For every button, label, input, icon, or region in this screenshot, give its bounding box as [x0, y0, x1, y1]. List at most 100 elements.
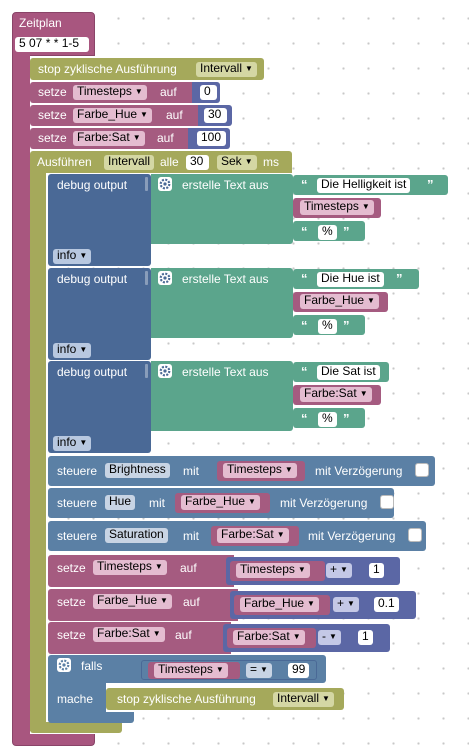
- string-field[interactable]: %: [318, 319, 337, 334]
- compare-var-dropdown[interactable]: Timesteps ▼: [154, 663, 228, 678]
- stop-target-label: Intervall: [277, 691, 320, 705]
- log-level-dropdown[interactable]: info ▼: [53, 249, 92, 264]
- auf-label: auf: [180, 561, 197, 575]
- dropdown-arrow-icon: ▼: [245, 64, 253, 73]
- value-field-hue[interactable]: 30: [204, 108, 227, 123]
- interval-label: Ausführen: [37, 155, 92, 169]
- interval-unit-dropdown[interactable]: Sek ▼: [217, 155, 257, 170]
- compare-value-field[interactable]: 99: [288, 663, 309, 678]
- dropdown-value: Farbe:Sat: [304, 386, 357, 400]
- dropdown-arrow-icon: ▼: [134, 87, 143, 96]
- dropdown-arrow-icon: ▼: [260, 665, 268, 674]
- delay-checkbox[interactable]: [415, 463, 429, 477]
- gear-icon[interactable]: [158, 177, 172, 191]
- control-target[interactable]: Saturation: [105, 528, 168, 543]
- dropdown-value: Timesteps: [97, 559, 152, 573]
- setze-label: setze: [38, 131, 67, 145]
- ms-label: ms: [263, 155, 279, 169]
- increment-field[interactable]: 0.1: [374, 597, 399, 612]
- operator-dropdown[interactable]: - ▼: [318, 630, 341, 645]
- interval-value-field[interactable]: 30: [186, 155, 209, 170]
- quote-close-icon: ”: [343, 224, 350, 239]
- gear-icon[interactable]: [158, 364, 172, 378]
- control-target[interactable]: Hue: [105, 495, 136, 510]
- interval-arm: [30, 171, 46, 731]
- auf-label: auf: [160, 85, 177, 99]
- quote-open-icon: “: [301, 318, 308, 333]
- log-level-dropdown[interactable]: info ▼: [53, 343, 92, 358]
- dropdown-value: Farbe:Sat: [221, 527, 274, 541]
- operator-dropdown[interactable]: + ▼: [333, 597, 359, 612]
- var-dropdown-sat[interactable]: Farbe:Sat ▼: [73, 131, 145, 146]
- variable-dropdown[interactable]: Timesteps ▼: [223, 463, 297, 478]
- interval-footer: [30, 722, 122, 733]
- string-field[interactable]: %: [318, 225, 337, 240]
- dropdown-value: Farbe:Sat: [97, 626, 150, 640]
- string-field[interactable]: Die Helligkeit ist: [317, 178, 411, 193]
- operator-dropdown[interactable]: + ▼: [326, 563, 352, 578]
- quote-close-icon: ”: [343, 411, 350, 426]
- create-text-block[interactable]: [151, 174, 293, 244]
- delay-checkbox[interactable]: [380, 495, 394, 509]
- debug-label: debug output: [57, 178, 128, 192]
- variable-dropdown[interactable]: Farbe:Sat ▼: [217, 528, 289, 543]
- quote-close-icon: ”: [367, 364, 374, 379]
- socket-notch: [145, 271, 148, 285]
- quote-open-icon: “: [301, 364, 308, 379]
- value-field-timesteps[interactable]: 0: [200, 85, 217, 100]
- variable-dropdown[interactable]: Timesteps ▼: [300, 200, 374, 215]
- if-arm: [48, 681, 106, 717]
- compare-op-dropdown[interactable]: = ▼: [246, 663, 272, 678]
- variable-dropdown[interactable]: Farbe_Hue ▼: [240, 597, 319, 612]
- control-target[interactable]: Brightness: [105, 463, 170, 478]
- variable-dropdown[interactable]: Farbe:Sat ▼: [93, 627, 165, 642]
- auf-label: auf: [183, 595, 200, 609]
- auf-label: auf: [157, 131, 174, 145]
- gear-icon[interactable]: [57, 658, 71, 672]
- unit-label: Sek: [221, 154, 242, 168]
- alle-label: alle: [160, 155, 179, 169]
- create-text-block[interactable]: [151, 268, 293, 338]
- setze-label: setze: [57, 561, 86, 575]
- string-field[interactable]: %: [318, 412, 337, 427]
- create-text-label: erstelle Text aus: [182, 365, 269, 379]
- dropdown-arrow-icon: ▼: [307, 599, 315, 608]
- string-field[interactable]: Die Hue ist: [317, 272, 384, 287]
- log-level-dropdown[interactable]: info ▼: [53, 436, 92, 451]
- stop-target-dropdown[interactable]: Intervall ▼: [196, 62, 257, 77]
- variable-dropdown[interactable]: Farbe:Sat ▼: [233, 630, 305, 645]
- value-field-sat[interactable]: 100: [197, 131, 226, 146]
- quote-open-icon: “: [301, 177, 308, 192]
- variable-dropdown[interactable]: Timesteps ▼: [93, 560, 167, 575]
- create-text-block[interactable]: [151, 361, 293, 431]
- dropdown-arrow-icon: ▼: [359, 389, 368, 398]
- variable-dropdown[interactable]: Farbe:Sat ▼: [300, 387, 372, 402]
- string-field[interactable]: Die Sat ist: [317, 365, 380, 380]
- quote-close-icon: ”: [427, 177, 434, 192]
- stop-target-label: Intervall: [200, 61, 243, 75]
- variable-dropdown[interactable]: Farbe_Hue ▼: [181, 495, 260, 510]
- variable-dropdown[interactable]: Farbe_Hue ▼: [93, 594, 172, 609]
- variable-dropdown[interactable]: Timesteps ▼: [236, 563, 310, 578]
- interval-name: Intervall: [108, 154, 151, 168]
- gear-icon[interactable]: [158, 271, 172, 285]
- dropdown-arrow-icon: ▼: [367, 296, 375, 305]
- setze-label: setze: [57, 628, 86, 642]
- increment-field[interactable]: 1: [369, 563, 384, 578]
- var-dropdown-timesteps[interactable]: Timesteps ▼: [73, 85, 147, 100]
- falls-label: falls: [81, 659, 103, 673]
- var-dropdown-hue[interactable]: Farbe_Hue ▼: [73, 108, 152, 123]
- quote-open-icon: “: [301, 271, 308, 286]
- delay-checkbox[interactable]: [408, 528, 422, 542]
- variable-dropdown[interactable]: Farbe_Hue ▼: [300, 294, 379, 309]
- dropdown-arrow-icon: ▼: [284, 465, 293, 474]
- dropdown-value: Farbe_Hue: [244, 596, 305, 610]
- cron-field[interactable]: 5 07 * * 1-5: [15, 37, 89, 52]
- dropdown-arrow-icon: ▼: [215, 665, 224, 674]
- dropdown-arrow-icon: ▼: [132, 133, 141, 142]
- stop-target-dropdown[interactable]: Intervall ▼: [273, 692, 334, 707]
- dropdown-arrow-icon: ▼: [322, 694, 330, 703]
- if-footer: [48, 712, 134, 723]
- interval-name-dropdown[interactable]: Intervall: [104, 154, 155, 170]
- increment-field[interactable]: 1: [358, 630, 373, 645]
